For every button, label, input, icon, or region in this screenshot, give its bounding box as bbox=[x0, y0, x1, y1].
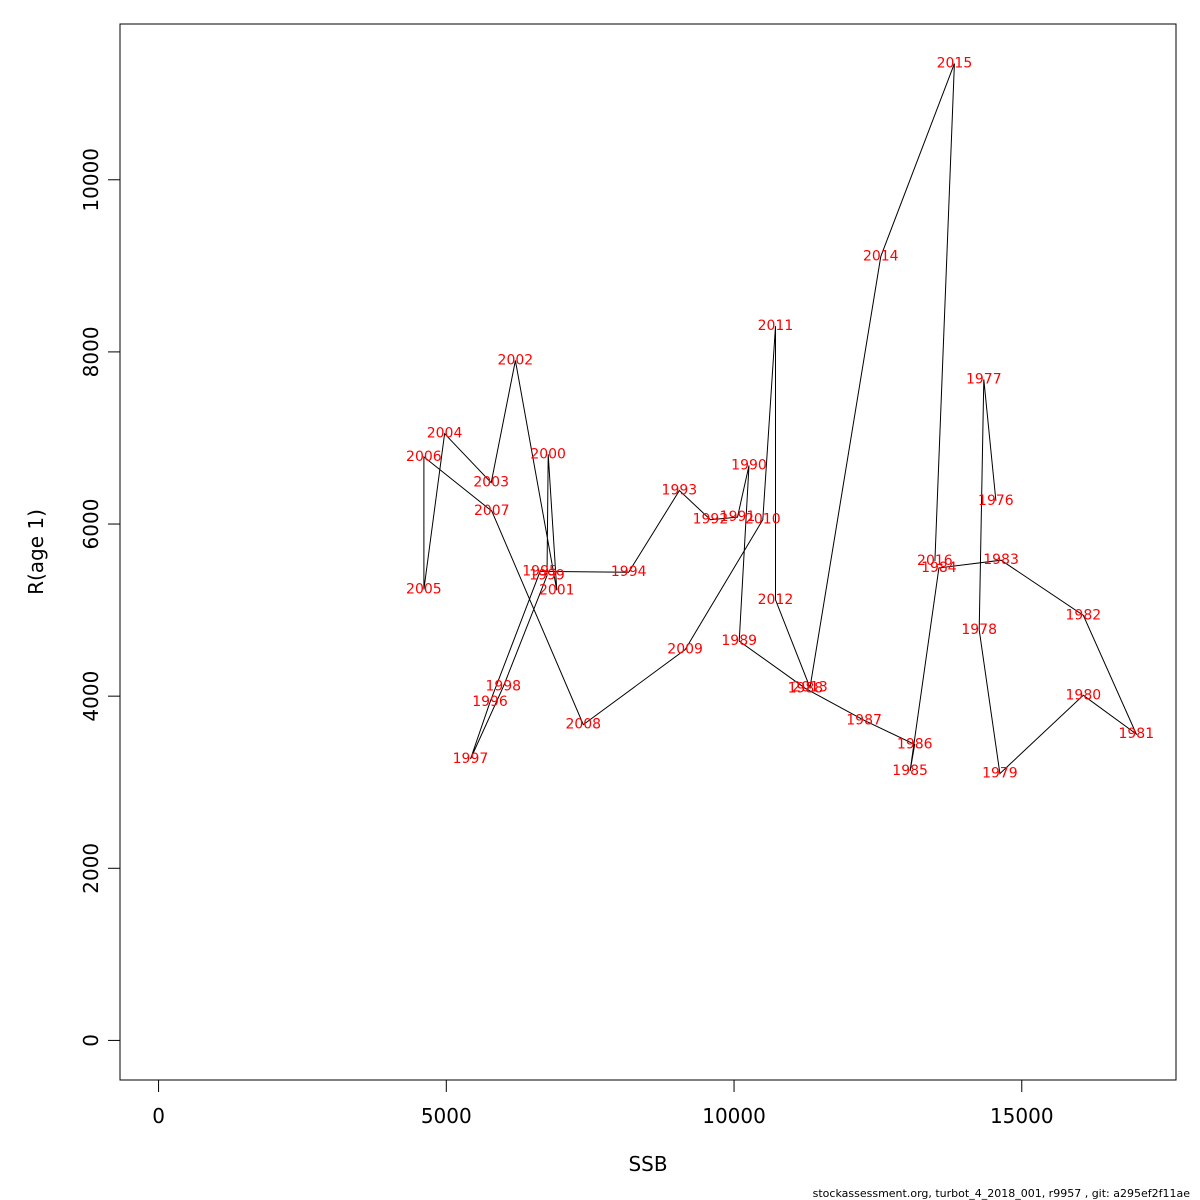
year-label-2003: 2003 bbox=[473, 475, 509, 491]
year-label-1992: 1992 bbox=[693, 512, 729, 528]
recruitment-trajectory-line bbox=[423, 63, 1138, 775]
year-label-1997: 1997 bbox=[453, 751, 489, 767]
year-label-1979: 1979 bbox=[982, 766, 1018, 782]
x-axis: 0 5000 10000 15000 bbox=[152, 1079, 1054, 1128]
year-label-1999: 1999 bbox=[529, 568, 565, 584]
year-label-1978: 1978 bbox=[961, 622, 997, 638]
y-tick-label-10000: 10000 bbox=[79, 148, 103, 212]
year-label-1984: 1984 bbox=[921, 560, 957, 576]
y-axis: 0 2000 4000 6000 8000 10000 bbox=[79, 148, 121, 1047]
x-axis-title: SSB bbox=[628, 1152, 667, 1176]
year-label-2011: 2011 bbox=[758, 318, 794, 334]
x-tick-label-0: 0 bbox=[152, 1104, 165, 1128]
year-label-2001: 2001 bbox=[539, 582, 575, 598]
year-label-2015: 2015 bbox=[937, 56, 973, 72]
y-axis-title: R(age 1) bbox=[24, 509, 48, 595]
year-label-2000: 2000 bbox=[530, 446, 566, 462]
year-label-1981: 1981 bbox=[1118, 726, 1154, 742]
year-label-1982: 1982 bbox=[1066, 607, 1102, 623]
y-tick-label-6000: 6000 bbox=[79, 499, 103, 550]
year-label-1994: 1994 bbox=[611, 564, 647, 580]
year-label-2005: 2005 bbox=[406, 581, 442, 597]
year-label-1980: 1980 bbox=[1066, 687, 1102, 703]
y-tick-label-4000: 4000 bbox=[79, 671, 103, 722]
year-label-1996: 1996 bbox=[472, 694, 508, 710]
year-label-2008: 2008 bbox=[565, 717, 601, 733]
year-label-1977: 1977 bbox=[966, 371, 1002, 387]
year-labels: 1976 1977 1978 1979 1980 1981 1982 1983 1984 1985… bbox=[406, 56, 1154, 782]
year-label-1986: 1986 bbox=[897, 736, 933, 752]
year-label-1998: 1998 bbox=[485, 679, 521, 695]
year-label-1987: 1987 bbox=[846, 712, 882, 728]
year-label-2004: 2004 bbox=[427, 426, 463, 442]
year-label-2009: 2009 bbox=[667, 642, 703, 658]
year-label-1991: 1991 bbox=[720, 509, 756, 525]
year-label-2002: 2002 bbox=[498, 353, 534, 369]
year-label-1990: 1990 bbox=[731, 458, 767, 474]
x-tick-label-10000: 10000 bbox=[702, 1104, 766, 1128]
year-label-1976: 1976 bbox=[978, 493, 1014, 509]
year-label-2012: 2012 bbox=[758, 592, 794, 608]
y-tick-label-2000: 2000 bbox=[79, 843, 103, 894]
footer-note: stockassessment.org, turbot_4_2018_001, … bbox=[812, 1187, 1190, 1200]
year-label-1988: 1988 bbox=[788, 680, 824, 696]
year-label-1995: 1995 bbox=[522, 563, 558, 579]
year-label-2016: 2016 bbox=[917, 553, 953, 569]
year-label-2007: 2007 bbox=[474, 503, 510, 519]
year-label-1993: 1993 bbox=[662, 482, 698, 498]
x-tick-label-5000: 5000 bbox=[421, 1104, 472, 1128]
year-label-1989: 1989 bbox=[721, 633, 757, 649]
y-tick-label-8000: 8000 bbox=[79, 326, 103, 377]
year-label-1985: 1985 bbox=[892, 763, 928, 779]
year-label-2013: 2013 bbox=[792, 680, 828, 696]
year-label-2006: 2006 bbox=[406, 449, 442, 465]
year-label-2010: 2010 bbox=[745, 512, 781, 528]
year-label-1983: 1983 bbox=[983, 552, 1019, 568]
x-tick-label-15000: 15000 bbox=[990, 1104, 1054, 1128]
year-label-2014: 2014 bbox=[863, 248, 899, 264]
y-tick-label-0: 0 bbox=[79, 1034, 103, 1047]
